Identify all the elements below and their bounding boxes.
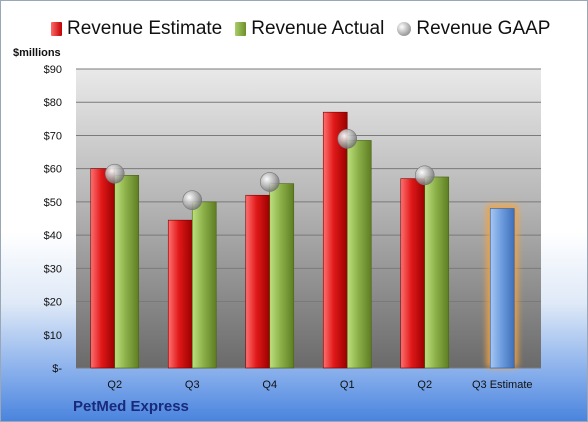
x-tick-label: Q3 <box>185 379 200 391</box>
legend-label-estimate: Revenue Estimate <box>67 18 223 39</box>
chart-legend: Revenue Estimate Revenue Actual Revenue … <box>51 17 563 41</box>
y-tick-label: $80 <box>44 97 62 109</box>
bar-revenue-actual <box>424 176 450 369</box>
plot-background <box>76 69 541 368</box>
legend-label-actual: Revenue Actual <box>251 18 385 39</box>
x-tick-label: Q3 Estimate <box>472 379 533 391</box>
bar-revenue-estimate <box>245 194 271 369</box>
y-tick-label: $90 <box>44 64 62 76</box>
x-axis-tick-labels: Q2 Q3 Q4 Q1 Q2 Q3 Estimate <box>107 379 532 391</box>
y-axis-unit-label: $millions <box>13 47 61 59</box>
bar-revenue-actual <box>346 140 372 369</box>
bar-revenue-actual <box>269 183 295 369</box>
legend-item-estimate: Revenue Estimate <box>51 18 222 40</box>
y-tick-label: $20 <box>44 297 62 309</box>
x-tick-label: Q4 <box>262 379 277 391</box>
marker-revenue-gaap <box>104 163 125 184</box>
bar-revenue-estimate <box>400 178 426 369</box>
gridlines <box>76 68 541 369</box>
legend-swatch-estimate <box>51 22 62 36</box>
marker-revenue-gaap <box>182 190 203 211</box>
marker-revenue-gaap <box>337 128 358 149</box>
y-tick-label: $40 <box>44 230 62 242</box>
y-tick-label: $10 <box>44 330 62 342</box>
x-tick-label: Q1 <box>340 379 355 391</box>
legend-label-gaap: Revenue GAAP <box>416 18 551 39</box>
y-tick-label: $70 <box>44 130 62 142</box>
bars <box>90 111 519 369</box>
bar-revenue-estimate-forecast <box>489 208 515 369</box>
bar-revenue-estimate <box>167 219 193 369</box>
legend-marker-gaap <box>397 22 412 36</box>
marker-revenue-gaap <box>259 172 280 192</box>
bar-revenue-actual <box>114 175 140 369</box>
x-tick-label: Q2 <box>417 379 432 391</box>
legend-item-actual: Revenue Actual <box>235 18 384 40</box>
y-tick-label: $30 <box>44 263 62 275</box>
marker-revenue-gaap <box>414 165 435 186</box>
legend-swatch-actual <box>235 22 247 36</box>
y-tick-label: $50 <box>44 197 62 209</box>
x-tick-label: Q2 <box>107 379 122 391</box>
bar-revenue-estimate <box>322 111 348 369</box>
y-tick-label: $- <box>52 363 62 375</box>
bar-revenue-actual <box>191 201 217 369</box>
y-axis-tick-labels: $- $10 $20 $30 $40 $50 $60 $70 $80 $90 <box>44 64 63 375</box>
bar-revenue-estimate <box>90 168 116 369</box>
y-tick-label: $60 <box>44 164 62 176</box>
company-name: PetMed Express <box>73 398 189 415</box>
legend-item-gaap: Revenue GAAP <box>397 18 550 40</box>
